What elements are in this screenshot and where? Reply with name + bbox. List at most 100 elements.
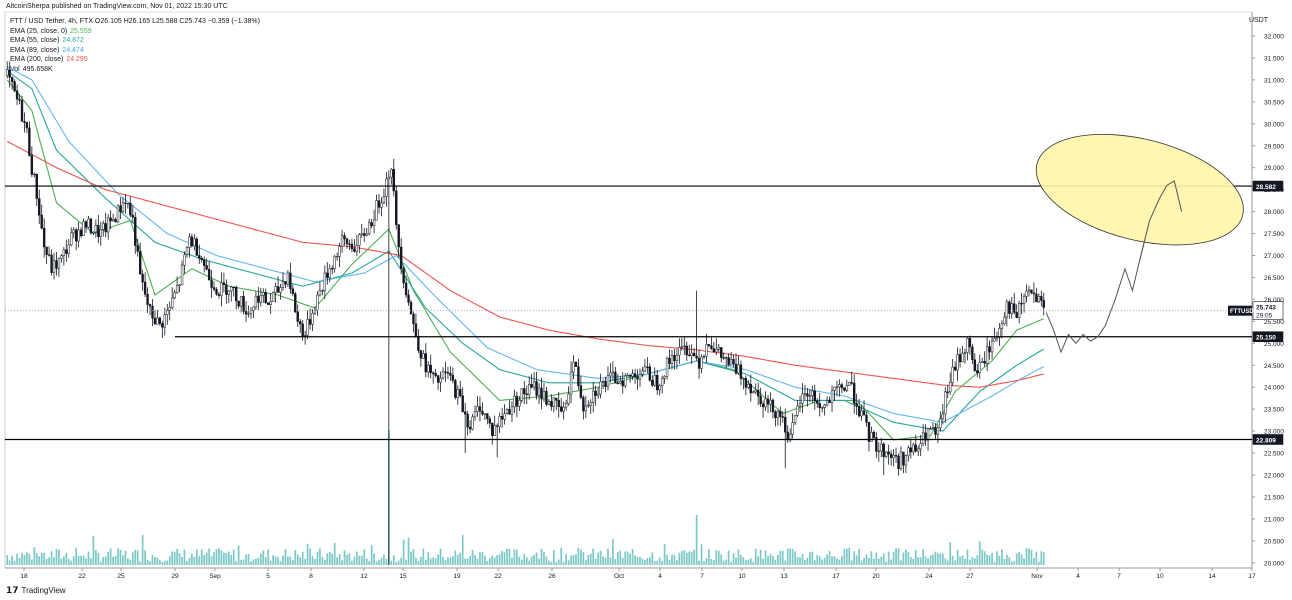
ema-55-legend[interactable]: EMA (55, close) 24.872 [10, 36, 260, 46]
candle-body [562, 406, 565, 412]
volume-bar [786, 548, 789, 565]
candle-body [1005, 301, 1009, 318]
volume-bar [338, 554, 341, 565]
candle-body [885, 451, 888, 457]
volume-bar [555, 561, 558, 565]
volume-bar [708, 549, 710, 565]
volume-bar [991, 552, 993, 565]
candle-body [483, 413, 487, 415]
candle-body [675, 354, 679, 362]
volume-bar [981, 549, 984, 565]
candle-body [488, 418, 491, 424]
volume-legend[interactable]: Vol 495.658K [10, 65, 260, 75]
volume-bar [934, 551, 937, 565]
candle-body [188, 236, 191, 248]
volume-bar [104, 556, 107, 565]
level-label-28582-text: 28.582 [1256, 184, 1276, 191]
volume-bar [809, 552, 811, 565]
ema-25-legend[interactable]: EMA (25, close, 0) 25.559 [10, 27, 260, 37]
candle-body [692, 352, 696, 357]
volume-bar [154, 557, 156, 565]
candle-body [449, 373, 452, 376]
candle-body [161, 323, 164, 328]
candle-body [271, 292, 275, 302]
volume-bar [282, 555, 284, 565]
candle-body [985, 346, 989, 364]
candle-body [114, 219, 117, 223]
candle-body [175, 285, 179, 293]
ema-200-legend[interactable]: EMA (200, close) 24.295 [10, 55, 260, 65]
volume-bar [949, 541, 952, 565]
y-tick-label: 25.500 [1264, 319, 1284, 326]
x-tick-label: 18 [20, 573, 28, 580]
volume-bar [998, 555, 1001, 565]
candle-body [1035, 293, 1038, 303]
ema-89-legend[interactable]: EMA (89, close) 24.474 [10, 46, 260, 56]
candle-body [840, 384, 844, 389]
candle-body [611, 371, 615, 374]
volume-bar [223, 552, 225, 565]
candle-body [10, 77, 14, 82]
volume-bar [868, 558, 870, 565]
volume-bar [853, 550, 856, 565]
candle-body [466, 413, 469, 428]
volume-bar [535, 552, 538, 565]
candle-body [478, 406, 482, 412]
volume-bar [774, 559, 777, 565]
volume-bar [1005, 554, 1008, 565]
volume-bar [225, 552, 228, 565]
candle-body [104, 223, 107, 233]
volume-bar [321, 557, 324, 565]
candle-body [988, 346, 991, 353]
candle-body [926, 428, 930, 441]
volume-bar [646, 558, 649, 565]
volume-bar [316, 551, 319, 565]
volume-bar [648, 557, 651, 565]
volume-bar [804, 559, 806, 565]
volume-bar [976, 555, 979, 565]
volume-bar [818, 556, 821, 565]
x-tick-label: 15 [399, 573, 407, 580]
candle-body [331, 268, 334, 270]
candle-body [65, 249, 68, 254]
volume-bar [907, 551, 910, 565]
volume-bar [397, 560, 400, 565]
candle-body [436, 375, 440, 383]
candle-body [907, 447, 910, 456]
volume-bar [971, 557, 974, 565]
candle-body [486, 413, 489, 420]
candle-body [857, 406, 861, 417]
volume-bar [525, 557, 528, 565]
volume-bar [331, 553, 334, 565]
candle-body [683, 345, 686, 348]
volume-bar [523, 553, 526, 565]
candle-body [60, 255, 63, 259]
volume-bar [917, 557, 920, 565]
volume-bar [722, 560, 725, 565]
y-tick-label: 29.000 [1264, 165, 1284, 172]
candle-body [648, 366, 652, 381]
volume-bar [973, 558, 976, 565]
volume-bar [119, 549, 122, 565]
x-tick-label: 7 [700, 573, 704, 580]
volume-bar [959, 556, 961, 565]
candle-body [774, 411, 777, 418]
volume-bar [644, 559, 646, 565]
level-label-22809-text: 22.809 [1256, 437, 1276, 444]
volume-bar [390, 560, 393, 565]
candle-body [47, 254, 51, 256]
volume-bar [178, 553, 181, 565]
candle-body [296, 311, 299, 322]
candle-body [363, 233, 366, 236]
candle-body [1025, 290, 1028, 297]
volume-bar [978, 541, 981, 565]
volume-bar [454, 550, 457, 565]
candle-body [402, 268, 405, 284]
volume-bar [481, 551, 484, 565]
volume-bar [149, 561, 151, 565]
volume-bar [956, 549, 959, 565]
candle-body [146, 294, 149, 305]
volume-bar [255, 558, 257, 565]
candle-body [328, 268, 331, 278]
